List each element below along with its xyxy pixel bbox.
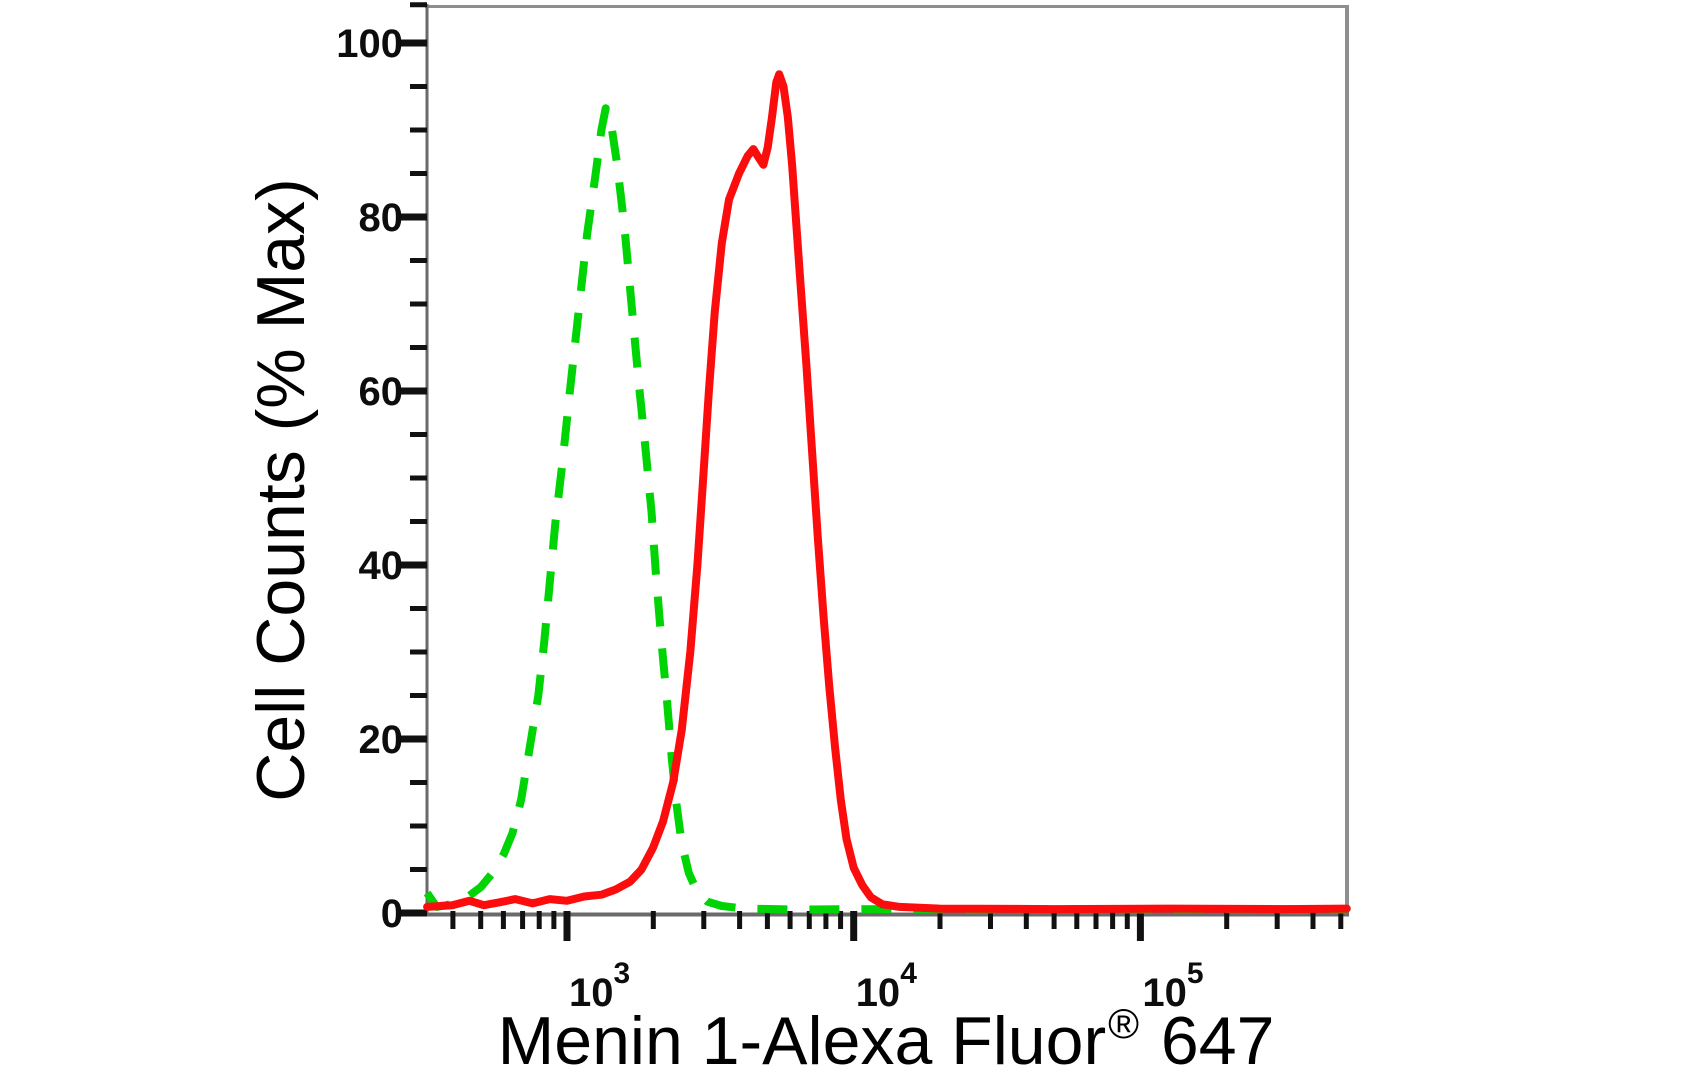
x-tick-exponent: 3	[614, 957, 631, 990]
y-tick-label: 100	[336, 22, 403, 66]
y-tick-label: 0	[381, 892, 403, 936]
x-axis-title-suffix: 647	[1142, 1003, 1275, 1073]
control-histogram-curve	[423, 104, 1347, 914]
menin1-histogram-curve	[423, 70, 1351, 914]
y-axis-title: Cell Counts (% Max)	[243, 178, 319, 802]
y-tick-label: 40	[359, 544, 404, 588]
x-axis-title: Menin 1-Alexa Fluor® 647	[498, 1003, 1275, 1073]
y-tick-label: 60	[359, 370, 404, 414]
x-tick-exponent: 4	[900, 957, 917, 990]
y-tick-label: 80	[359, 196, 404, 240]
y-tick-label: 20	[359, 718, 404, 762]
x-axis-title-text: Menin 1-Alexa Fluor	[497, 1003, 1107, 1073]
x-tick-exponent: 5	[1187, 957, 1204, 990]
registered-trademark-icon: ®	[1108, 1000, 1140, 1047]
